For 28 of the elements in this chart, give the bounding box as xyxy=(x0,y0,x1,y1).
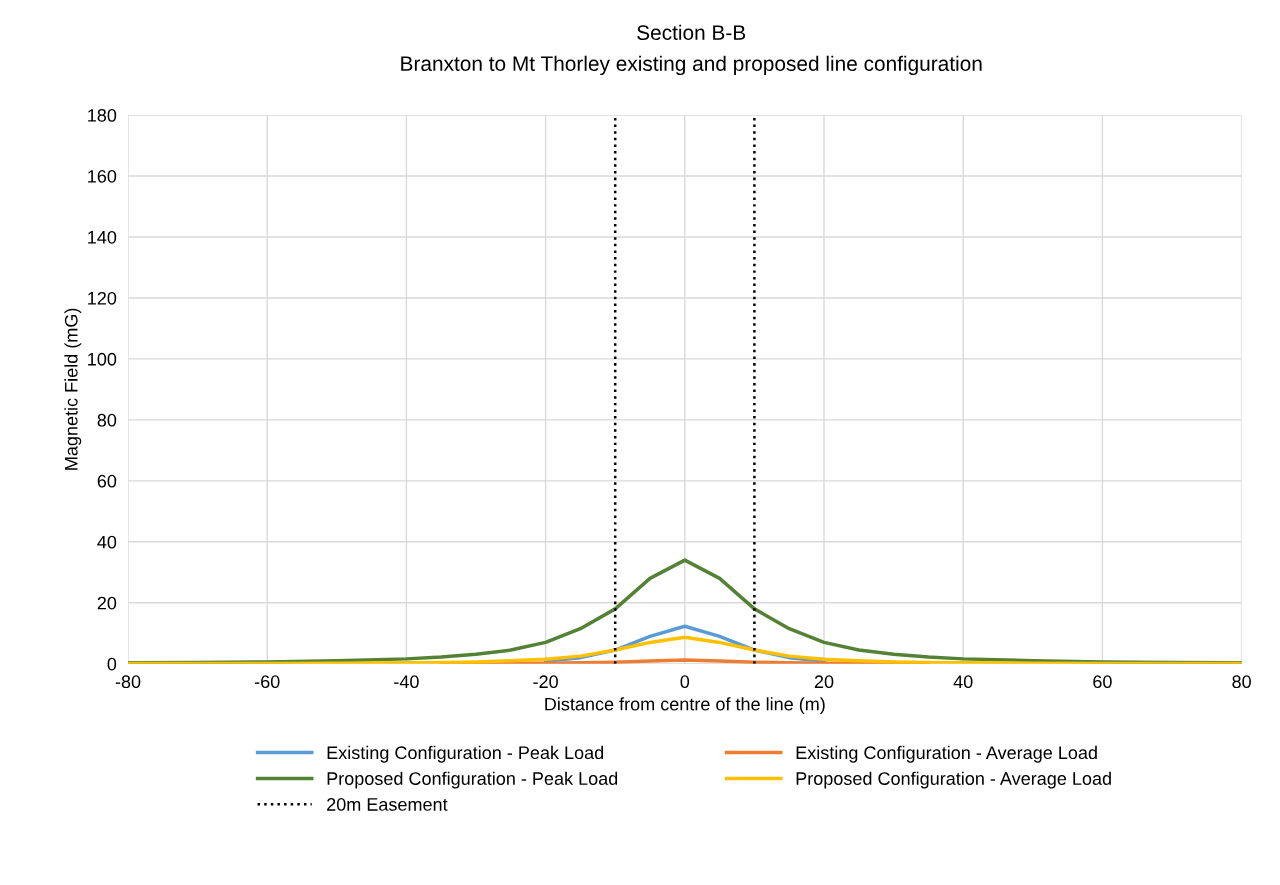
y-tick-label: 140 xyxy=(88,230,117,244)
y-tick-label: 180 xyxy=(88,108,117,122)
legend-label: 20m Easement xyxy=(327,798,448,811)
y-tick-label: 160 xyxy=(88,169,117,183)
y-tick-label: 100 xyxy=(88,352,117,366)
x-tick-label: 20 xyxy=(814,675,834,689)
x-tick-label: 0 xyxy=(680,675,690,689)
y-tick-label: 60 xyxy=(97,474,117,488)
y-axis-title: Magnetic Field (mG) xyxy=(64,308,82,470)
x-tick-label: -60 xyxy=(254,675,280,689)
chart-subtitle: Branxton to Mt Thorley existing and proposed line configuration xyxy=(401,55,982,76)
y-tick-label: 80 xyxy=(97,413,117,427)
x-tick-label: -80 xyxy=(115,675,141,689)
y-tick-label: 0 xyxy=(107,657,117,671)
legend-label: Existing Configuration - Peak Load xyxy=(327,745,604,763)
x-tick-label: 80 xyxy=(1232,675,1251,689)
chart-title: Section B-B xyxy=(637,24,746,41)
legend-label: Existing Configuration - Average Load xyxy=(796,745,1097,763)
x-tick-label: 40 xyxy=(953,675,973,689)
y-tick-label: 120 xyxy=(88,291,117,305)
y-tick-label: 40 xyxy=(97,535,117,549)
legend-label: Proposed Configuration - Average Load xyxy=(796,771,1111,789)
x-tick-label: -40 xyxy=(394,675,419,689)
x-axis-title: Distance from centre of the line (m) xyxy=(545,697,825,715)
x-tick-label: 60 xyxy=(1093,675,1112,689)
legend-label: Proposed Configuration - Peak Load xyxy=(327,771,618,789)
y-tick-label: 20 xyxy=(97,596,117,610)
x-tick-label: -20 xyxy=(533,675,558,689)
